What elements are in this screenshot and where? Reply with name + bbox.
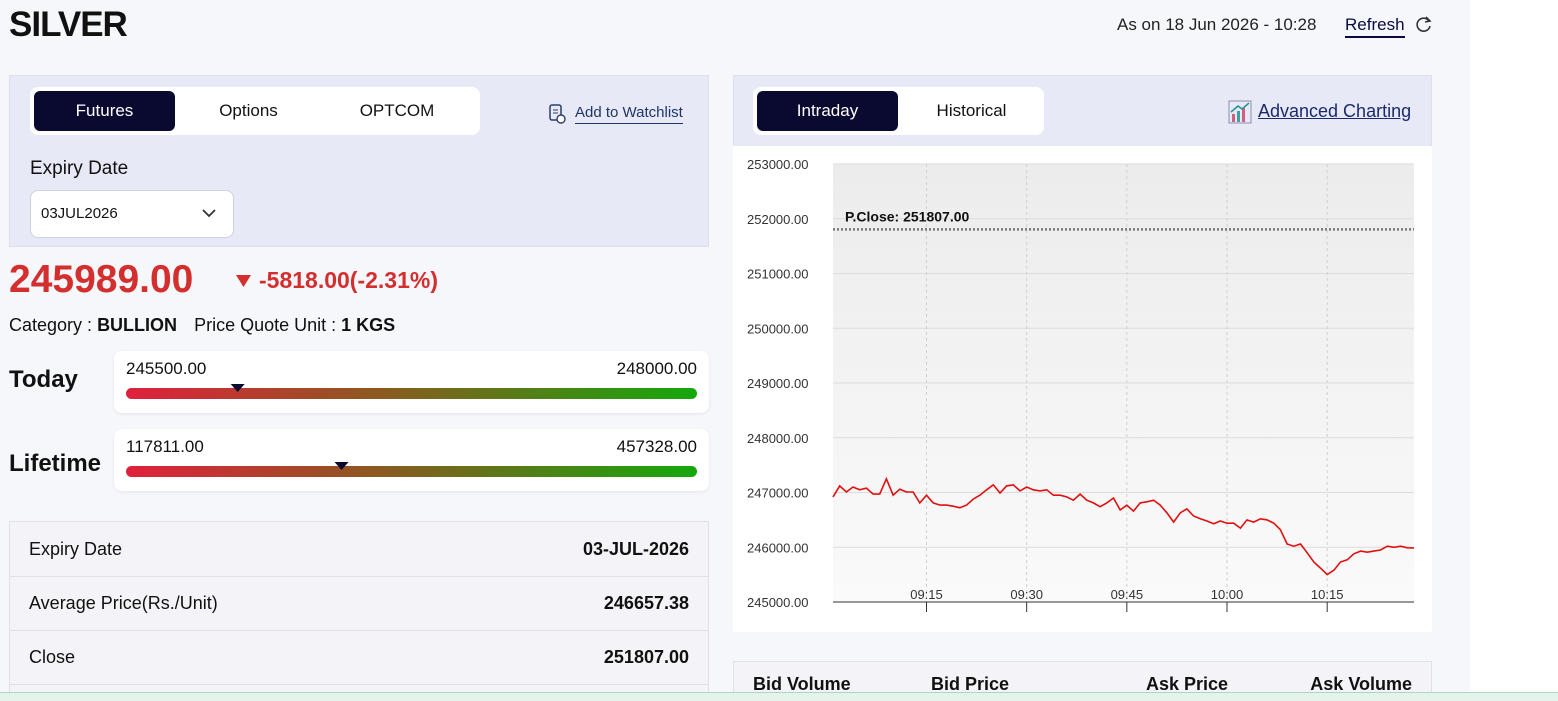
as-on: As on 18 Jun 2026 - 10:28 bbox=[1117, 15, 1317, 34]
price-line bbox=[832, 476, 1415, 576]
down-arrow bbox=[236, 275, 251, 287]
charting-icon[interactable] bbox=[1228, 100, 1252, 124]
y-tick-label: 246000.00 bbox=[747, 540, 808, 555]
unit: 1 KGS bbox=[341, 315, 396, 335]
add-to-watchlist[interactable]: Add to Watchlist bbox=[575, 104, 683, 124]
chart-card: 245000.00 246000.00 247000.00 248000.00 2490… bbox=[733, 146, 1432, 632]
table-row: Average Price(Rs./Unit) 246657.38 bbox=[10, 576, 708, 631]
refresh[interactable]: Refresh bbox=[1345, 15, 1405, 38]
range-low: 117811.00 bbox=[126, 437, 204, 456]
tab[interactable]: Options bbox=[219, 101, 278, 120]
title: SILVER bbox=[9, 5, 128, 44]
cell: 03-JUL-2026 bbox=[582, 539, 689, 559]
y-tick-label: 245000.00 bbox=[747, 595, 808, 610]
y-tick-label: 251000.00 bbox=[747, 267, 808, 282]
range-low: 245500.00 bbox=[126, 359, 207, 378]
x-tick-label: 10:15 bbox=[1311, 587, 1344, 602]
y-tick-label: 250000.00 bbox=[747, 321, 808, 336]
tabs: Intraday Historical bbox=[753, 87, 1044, 135]
table-row: Close 251807.00 bbox=[10, 630, 708, 685]
range-high: 248000.00 bbox=[616, 359, 697, 378]
tab[interactable]: Futures bbox=[34, 91, 175, 131]
chevron bbox=[202, 209, 216, 218]
y-tick-label: 247000.00 bbox=[747, 486, 808, 501]
range-bar bbox=[126, 466, 697, 477]
instrument-panel: Futures Options OPTCOM Add to Watchlist … bbox=[9, 75, 709, 247]
range-card: 245500.00 248000.00 bbox=[114, 351, 709, 413]
refresh-icon[interactable] bbox=[1415, 15, 1433, 33]
range-high: 457328.00 bbox=[616, 437, 697, 456]
chart: 245000.00 246000.00 247000.00 248000.00 2490… bbox=[747, 157, 1415, 612]
range-label: Lifetime bbox=[9, 450, 102, 477]
y-tick-label: 252000.00 bbox=[747, 212, 808, 227]
details-table: Expiry Date 03-JUL-2026 Average Price(Rs.… bbox=[9, 521, 709, 700]
cell: 246657.38 bbox=[603, 593, 689, 613]
category: BULLION bbox=[97, 315, 178, 335]
cell: Average Price(Rs./Unit) bbox=[29, 593, 218, 613]
category-line: Category : BULLION Price Quote Unit : 1 … bbox=[9, 315, 395, 336]
price: 245989.00 bbox=[9, 258, 194, 301]
x-tick-label: 09:45 bbox=[1111, 587, 1144, 602]
table-row: Expiry Date 03-JUL-2026 bbox=[10, 522, 708, 577]
tab[interactable]: Historical bbox=[936, 101, 1007, 120]
depth-col: Bid Price bbox=[931, 674, 1010, 694]
expiry-select[interactable]: 03JUL2026 bbox=[30, 190, 234, 238]
y-tick-label: 249000.00 bbox=[747, 376, 808, 391]
expiry-label: Expiry Date bbox=[30, 158, 129, 179]
range-card: 117811.00 457328.00 bbox=[114, 429, 709, 491]
watchlist-icon[interactable] bbox=[548, 103, 566, 125]
range-marker bbox=[334, 462, 349, 470]
cell: Close bbox=[29, 647, 76, 667]
range-bar bbox=[126, 388, 697, 399]
x-tick-label: 09:15 bbox=[910, 587, 943, 602]
expiry-value: 03JUL2026 bbox=[41, 205, 118, 222]
range-marker bbox=[230, 384, 245, 392]
advanced-charting[interactable]: Advanced Charting bbox=[1258, 101, 1412, 121]
change: -5818.00(-2.31%) bbox=[259, 267, 438, 293]
depth-col: Ask Volume bbox=[1310, 674, 1412, 694]
depth-col: Bid Volume bbox=[753, 674, 851, 694]
tab[interactable]: OPTCOM bbox=[359, 101, 435, 120]
category-label: Category : bbox=[9, 315, 93, 335]
y-tick-label: 253000.00 bbox=[747, 157, 808, 172]
x-tick-label: 10:00 bbox=[1211, 587, 1244, 602]
cell: 251807.00 bbox=[603, 647, 689, 667]
reference-label: P.Close: 251807.00 bbox=[845, 208, 969, 224]
depth-col: Ask Price bbox=[1146, 674, 1229, 694]
range-marker-layer bbox=[334, 462, 349, 470]
x-tick-label: 09:30 bbox=[1010, 587, 1043, 602]
range-label: Today bbox=[9, 366, 78, 393]
cell: Expiry Date bbox=[29, 539, 123, 559]
tab[interactable]: Intraday bbox=[757, 91, 898, 131]
y-tick-label: 248000.00 bbox=[747, 431, 808, 446]
chart-header: Intraday Historical Advanced Charting bbox=[733, 75, 1432, 147]
bottom-strip bbox=[0, 692, 1558, 701]
unit-label: Price Quote Unit : bbox=[194, 315, 337, 335]
tabs: Futures Options OPTCOM bbox=[30, 87, 480, 135]
range-marker-layer bbox=[230, 384, 245, 392]
